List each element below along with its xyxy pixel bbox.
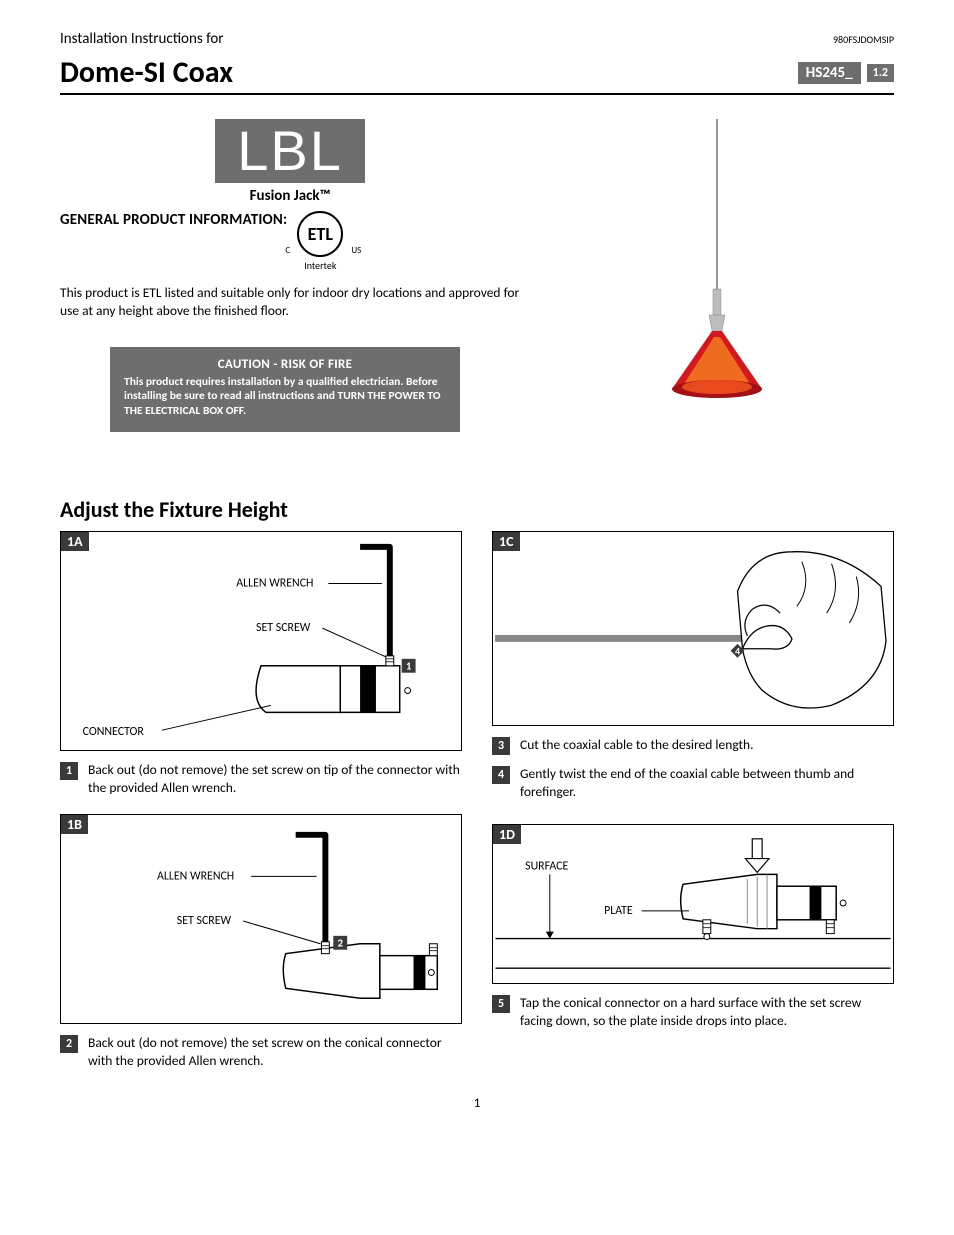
etl-org: Intertek xyxy=(297,259,343,272)
product-title: Dome-SI Coax xyxy=(60,54,233,91)
panel-1d: 1D xyxy=(492,824,894,1030)
step-4: 4 Gently twist the end of the coaxial ca… xyxy=(492,765,894,801)
step-text-3: Cut the coaxial cable to the desired len… xyxy=(520,736,754,755)
panel-1a: 1A ALLEN WRENCH SET SCREW xyxy=(60,531,462,797)
panel-tag-1c: 1C xyxy=(493,532,520,551)
diagram-1a: ALLEN WRENCH SET SCREW CONNECTOR 1 xyxy=(61,532,461,750)
label-setscrew-1a: SET SCREW xyxy=(256,621,311,635)
callout-2: 2 xyxy=(337,936,343,949)
caution-box: CAUTION - RISK OF FIRE This product requ… xyxy=(110,347,460,432)
callout-1: 1 xyxy=(406,660,412,673)
panel-tag-1b: 1B xyxy=(61,815,88,834)
label-allen-1b: ALLEN WRENCH xyxy=(157,869,234,883)
subbrand: Fusion Jack™ xyxy=(60,187,520,205)
step-num-3: 3 xyxy=(492,737,510,755)
gpi-title: GENERAL PRODUCT INFORMATION: xyxy=(60,211,287,229)
step-2: 2 Back out (do not remove) the set screw… xyxy=(60,1034,462,1070)
panel-tag-1d: 1D xyxy=(493,825,521,844)
step-num-5: 5 xyxy=(492,995,510,1013)
caution-title: CAUTION - RISK OF FIRE xyxy=(124,357,446,372)
label-surface: SURFACE xyxy=(525,859,568,873)
diagram-1d: SURFACE PLATE xyxy=(493,825,893,983)
panel-1c: 1C 4 xyxy=(492,531,894,801)
lbl-logo: LBL xyxy=(215,119,365,183)
diagram-1c: 4 xyxy=(493,532,893,725)
step-num-1: 1 xyxy=(60,762,78,780)
instructions-prefix: Installation Instructions for xyxy=(60,30,224,48)
step-text-5: Tap the conical connector on a hard surf… xyxy=(520,994,894,1030)
label-plate: PLATE xyxy=(604,904,633,918)
section-title: Adjust the Fixture Height xyxy=(60,496,894,523)
label-setscrew-1b: SET SCREW xyxy=(177,914,232,928)
pendant-illustration xyxy=(642,119,792,419)
step-5: 5 Tap the conical connector on a hard su… xyxy=(492,994,894,1030)
down-arrow-icon xyxy=(745,838,769,872)
step-3: 3 Cut the coaxial cable to the desired l… xyxy=(492,736,894,755)
step-num-4: 4 xyxy=(492,766,510,784)
callout-4: 4 xyxy=(735,646,740,658)
brand-block: LBL Fusion Jack™ xyxy=(60,119,520,205)
panel-1b: 1B ALLEN WRENCH xyxy=(60,814,462,1070)
step-text-2: Back out (do not remove) the set screw o… xyxy=(88,1034,462,1070)
step-text-4: Gently twist the end of the coaxial cabl… xyxy=(520,765,894,801)
etl-circle-icon: ETL xyxy=(297,211,343,257)
step-text-1: Back out (do not remove) the set screw o… xyxy=(88,761,462,797)
model-codes: HS245_ 1.2 xyxy=(798,62,894,84)
caution-body: This product requires installation by a … xyxy=(124,375,446,418)
label-connector-1a: CONNECTOR xyxy=(83,725,145,739)
step-1: 1 Back out (do not remove) the set screw… xyxy=(60,761,462,797)
diagram-1b: ALLEN WRENCH SET SCREW 2 xyxy=(61,815,461,1023)
step-num-2: 2 xyxy=(60,1035,78,1053)
document-code: 980FSJDOMSIP xyxy=(833,33,894,46)
etl-mark: ETL Intertek xyxy=(297,211,343,272)
panel-tag-1a: 1A xyxy=(61,532,89,551)
page-number: 1 xyxy=(60,1096,894,1111)
version-code: 1.2 xyxy=(867,64,894,82)
gpi-body: This product is ETL listed and suitable … xyxy=(60,284,520,319)
model-code: HS245_ xyxy=(798,62,861,84)
label-allen-1a: ALLEN WRENCH xyxy=(236,577,313,591)
